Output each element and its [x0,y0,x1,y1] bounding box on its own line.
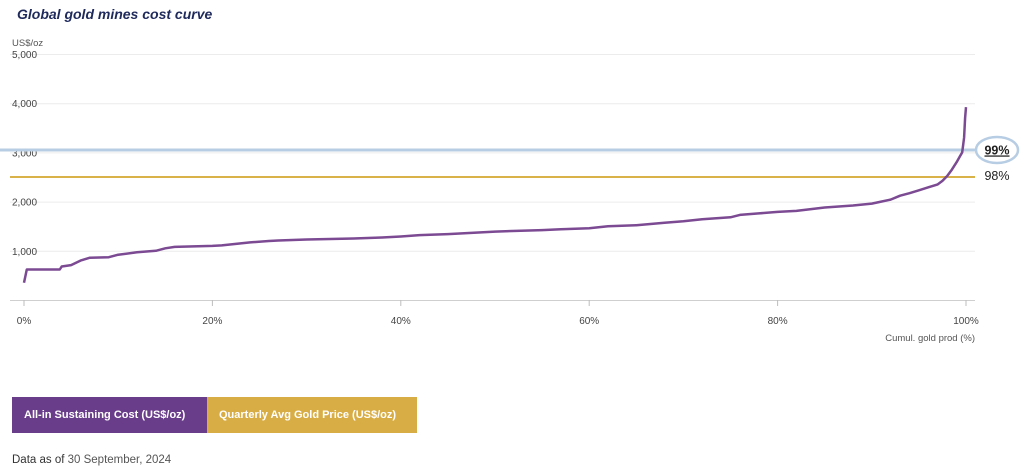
legend-label-aisc: All-in Sustaining Cost (US$/oz) [24,409,186,421]
y-tick-label: 3,000 [12,148,37,159]
annotation-98-percent: 98% [984,169,1009,183]
y-tick-label: 4,000 [12,99,37,110]
y-tick-label: 2,000 [12,198,37,209]
legend-item-aisc[interactable]: All-in Sustaining Cost (US$/oz) [12,397,207,433]
legend-label-gold-price: Quarterly Avg Gold Price (US$/oz) [219,409,397,421]
y-axis-ticks: 5,000 4,000 3,000 2,000 1,000 [12,50,37,258]
y-axis-label: US$/oz [12,38,43,49]
x-tick-label: 60% [579,316,599,327]
x-tick-label: 20% [202,316,222,327]
chart-title: Global gold mines cost curve [17,6,213,22]
x-axis-ticks: 0% 20% 40% 60% 80% 100% [17,300,979,327]
data-date-prefix: Data as of [12,454,65,466]
y-tick-label: 5,000 [12,50,37,61]
legend-item-gold-price[interactable]: Quarterly Avg Gold Price (US$/oz) [207,397,417,433]
data-date-value: 30 September, 2024 [67,454,172,466]
annotation-99-percent: 99% [984,143,1009,157]
grid-lines [10,54,975,301]
x-tick-label: 0% [17,316,32,327]
data-date-note: Data as of 30 September, 2024 [12,454,171,466]
series-group [0,106,978,284]
x-tick-label: 100% [953,316,979,327]
highlight-ellipse [974,135,1020,165]
y-tick-label: 1,000 [12,247,37,258]
cost-curve-chart: 5,000 4,000 3,000 2,000 1,000 0% 20% 40% 60% 80%… [0,38,1020,344]
annotations: 99% 98% [974,135,1020,183]
x-tick-label: 40% [391,316,411,327]
x-tick-label: 80% [768,316,788,327]
x-axis-label: Cumul. gold prod (%) [885,333,975,344]
aisc-cost-curve [22,106,968,284]
legend: All-in Sustaining Cost (US$/oz) Quarterl… [12,397,417,433]
